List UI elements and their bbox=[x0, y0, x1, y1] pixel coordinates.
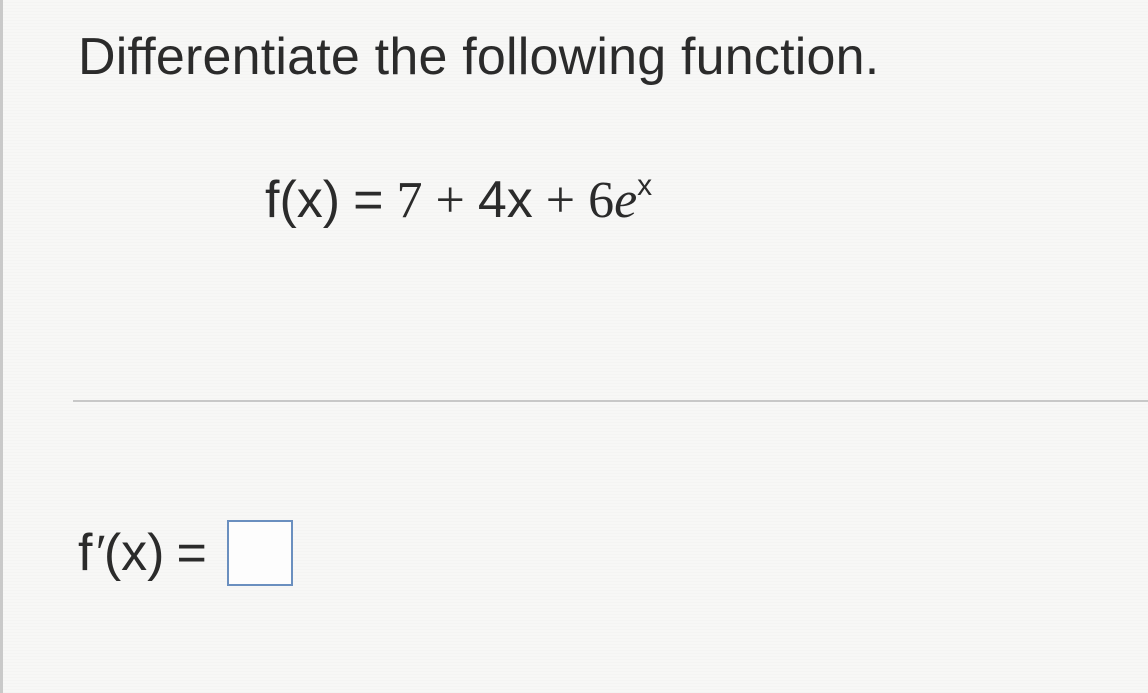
fn-name: f bbox=[265, 171, 279, 229]
term-2: 4x bbox=[478, 171, 533, 229]
answer-var: x bbox=[121, 524, 147, 582]
question-panel: Differentiate the following function. f(… bbox=[0, 0, 1148, 693]
term-3-base: 6e bbox=[588, 172, 637, 229]
answer-equals: = bbox=[176, 523, 206, 583]
fn-var: x bbox=[297, 171, 323, 229]
prime-symbol: ′ bbox=[92, 525, 103, 582]
answer-row: f′(x) = bbox=[78, 520, 293, 586]
open-paren: ( bbox=[279, 171, 296, 229]
plus-2: + bbox=[546, 172, 575, 229]
term-3-exp: x bbox=[637, 169, 652, 202]
term-3: 6ex bbox=[588, 172, 652, 229]
answer-fn: f bbox=[78, 524, 92, 582]
answer-label: f′(x) bbox=[78, 523, 164, 583]
answer-input[interactable] bbox=[227, 520, 293, 586]
answer-close-paren: ) bbox=[147, 524, 164, 582]
function-equation: f(x) = 7 + 4x + 6ex bbox=[265, 170, 652, 230]
prompt-text: Differentiate the following function. bbox=[78, 27, 879, 87]
answer-open-paren: ( bbox=[104, 524, 121, 582]
equals-sign: = bbox=[353, 171, 383, 229]
section-divider bbox=[73, 400, 1148, 402]
plus-1: + bbox=[435, 172, 464, 229]
close-paren: ) bbox=[323, 171, 340, 229]
term-1: 7 bbox=[396, 172, 422, 229]
